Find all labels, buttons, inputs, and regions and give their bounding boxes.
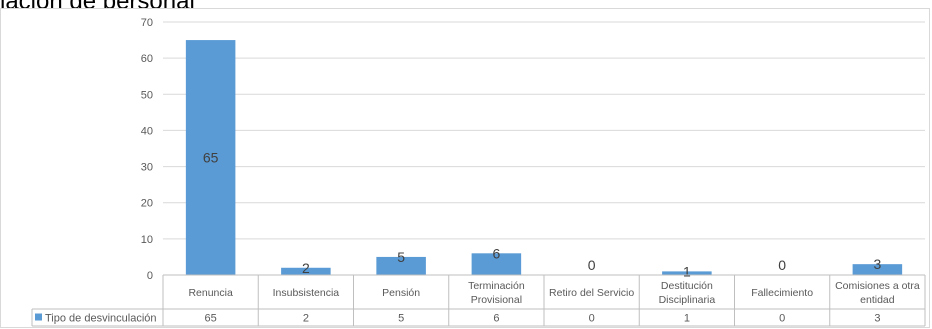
y-tick-label: 60 <box>141 53 153 65</box>
table-value: 0 <box>589 313 595 325</box>
data-label: 2 <box>302 260 310 276</box>
data-label: 3 <box>873 256 881 272</box>
category-label: Destitución <box>661 280 713 292</box>
category-label: Pensión <box>382 287 420 299</box>
data-label: 0 <box>778 257 786 273</box>
y-tick-label: 0 <box>147 270 153 282</box>
category-label: Terminación <box>468 280 525 292</box>
category-label: Retiro del Servicio <box>549 287 634 299</box>
data-label: 65 <box>203 150 219 166</box>
category-label: entidad <box>860 294 895 306</box>
y-tick-label: 70 <box>141 17 153 29</box>
table-value: 6 <box>493 313 499 325</box>
bar <box>471 253 522 275</box>
category-label: Fallecimiento <box>751 287 813 299</box>
table-value: 5 <box>398 313 404 325</box>
table-value: 2 <box>303 313 309 325</box>
data-label: 5 <box>397 249 405 265</box>
data-label: 0 <box>588 257 596 273</box>
table-value: 65 <box>205 313 217 325</box>
bar <box>185 40 236 276</box>
y-tick-label: 40 <box>141 125 153 137</box>
table-value: 3 <box>874 313 880 325</box>
category-label: Comisiones a otra <box>835 280 920 292</box>
y-tick-label: 50 <box>141 89 153 101</box>
table-value: 0 <box>779 313 785 325</box>
bar <box>281 267 331 275</box>
bar <box>852 264 903 275</box>
data-label: 6 <box>492 245 500 261</box>
bar <box>376 256 426 275</box>
category-label: Disciplinaria <box>659 294 716 306</box>
series-name: Tipo de desvinculación <box>45 313 157 325</box>
y-tick-label: 30 <box>141 162 153 174</box>
legend-key <box>35 313 42 321</box>
data-label: 1 <box>683 263 691 279</box>
bar <box>662 271 712 275</box>
category-label: Renuncia <box>188 287 233 299</box>
category-label: Insubsistencia <box>273 287 340 299</box>
table-value: 1 <box>684 313 690 325</box>
category-label: Provisional <box>471 294 522 306</box>
y-tick-label: 20 <box>141 198 153 210</box>
y-tick-label: 10 <box>141 234 153 246</box>
